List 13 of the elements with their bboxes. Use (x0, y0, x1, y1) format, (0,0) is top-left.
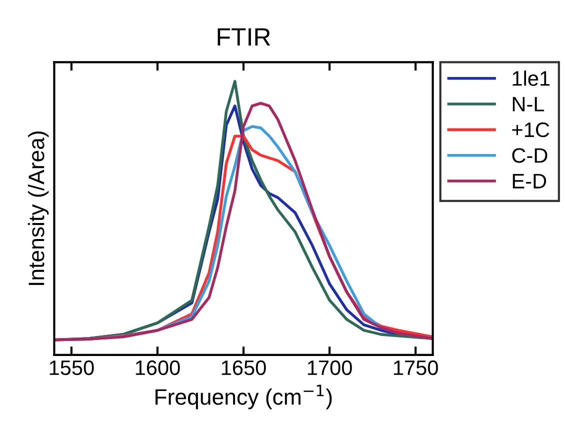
x-axis-title: Frequency (cm$^{−1}$) (156, 384, 332, 410)
x-tick-label: 1550 (50, 360, 94, 376)
legend-label: N-L (512, 96, 544, 112)
legend-label: +1C (512, 122, 550, 138)
x-tick-label: 1700 (308, 360, 352, 376)
x-tick-label: 1650 (222, 360, 266, 376)
chart-title: FTIR (218, 28, 270, 46)
y-axis-title: Intensity (/Area) (28, 132, 49, 285)
x-tick-label: 1750 (394, 360, 438, 376)
x-tick-label: 1600 (136, 360, 180, 376)
legend-label: C-D (512, 148, 548, 163)
legend-label: 1le1 (512, 70, 550, 86)
legend-label: E-D (512, 174, 546, 188)
